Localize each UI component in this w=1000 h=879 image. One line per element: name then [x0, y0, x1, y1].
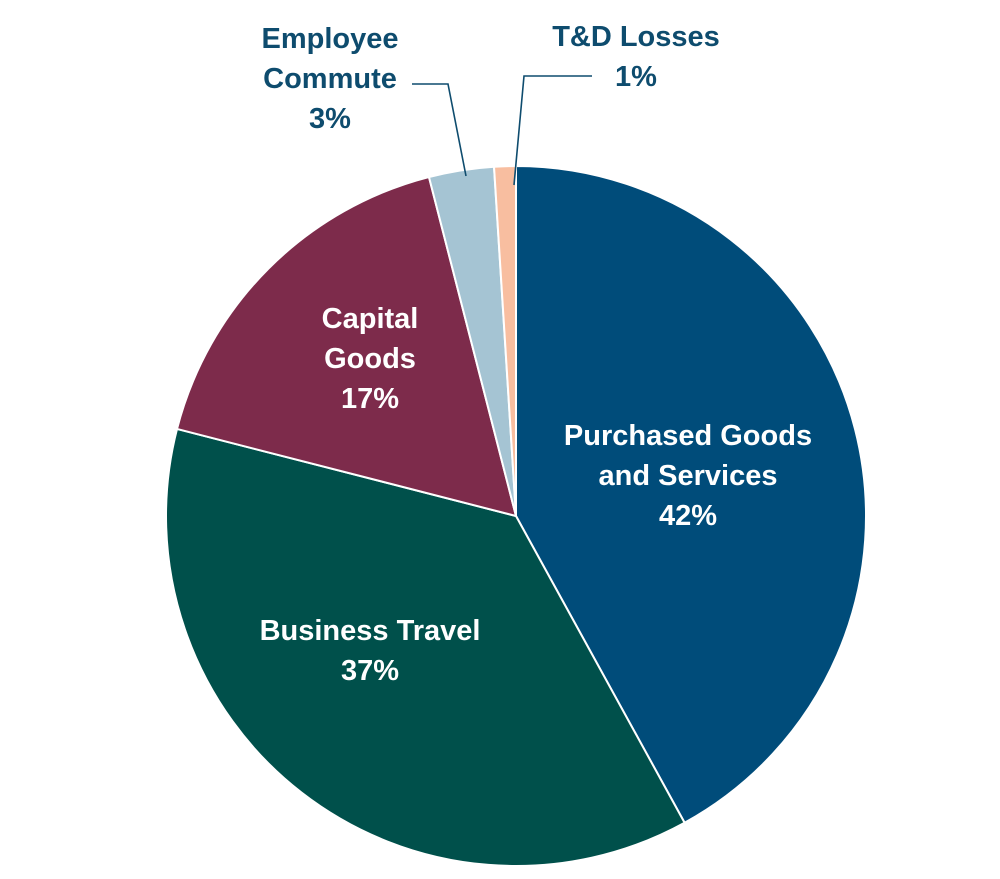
slice-value-label: 37%	[341, 655, 399, 687]
slice-name-line: Business Travel	[260, 615, 481, 647]
slice-value-label: 17%	[341, 383, 399, 415]
slice-label-purchased-goods-and-services: Purchased Goods and Services 42%	[564, 420, 812, 532]
slice-value-label: 42%	[659, 500, 717, 532]
slice-value-label: 3%	[309, 103, 351, 135]
pie-slice-capital-goods	[175, 175, 518, 518]
slice-name-line: Commute	[263, 63, 397, 95]
slice-name-line: Employee	[262, 23, 399, 55]
slice-label-business-travel: Business Travel 37%	[260, 615, 481, 687]
leader-line-tandd-losses	[513, 75, 592, 186]
slice-name-line: and Services	[599, 460, 778, 492]
slice-name-line: Goods	[324, 343, 416, 375]
slice-name-line: T&D Losses	[552, 21, 720, 53]
slice-name-line: Purchased Goods	[564, 420, 812, 452]
leader-lines	[412, 75, 592, 186]
pie-slice-business-travel	[165, 427, 686, 867]
leader-line-employee-commute	[412, 83, 467, 177]
slice-value-label: 1%	[615, 61, 657, 93]
pie-slice-purchased-goods-and-services	[515, 164, 867, 825]
slice-label-tandd-losses: T&D Losses 1%	[552, 21, 720, 93]
slice-name-line: Capital	[322, 303, 419, 335]
slice-label-employee-commute: Employee Commute 3%	[262, 23, 399, 135]
slice-label-capital-goods: Capital Goods 17%	[322, 303, 419, 415]
slice-labels: Purchased Goods and Services 42% Business T…	[260, 21, 813, 687]
pie-slices	[165, 164, 867, 867]
